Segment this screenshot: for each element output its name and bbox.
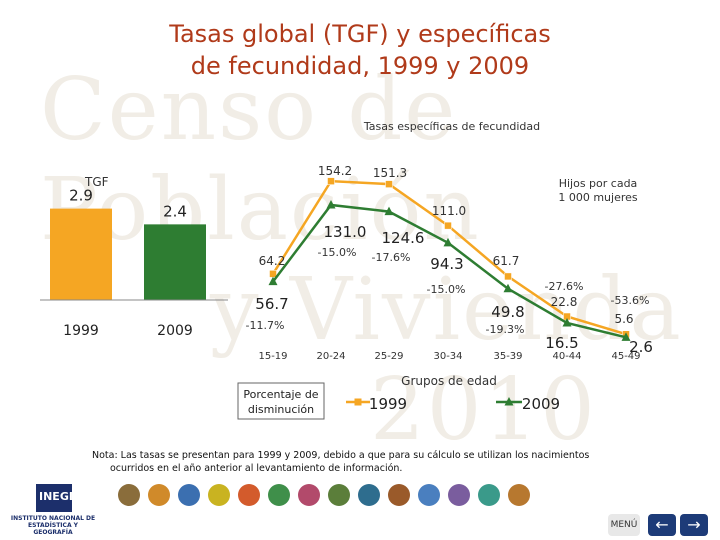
page-title: Tasas global (TGF) y específicas de fecu…	[0, 18, 720, 82]
footnote-line: ocurridos en el año anterior al levantam…	[110, 463, 403, 474]
tgf-bar-value-label: 2.4	[163, 202, 187, 220]
logo-name: INEGI	[39, 490, 73, 503]
series-1999-data-label: 151.3	[373, 166, 407, 180]
series-2009-point	[503, 283, 513, 293]
series-1999-point	[385, 180, 393, 188]
series-1999-data-label: 154.2	[318, 164, 352, 178]
line-chart-subtitle: 1 000 mujeres	[558, 191, 638, 204]
topic-icon[interactable]	[508, 484, 530, 506]
series-2009-point	[268, 276, 278, 286]
legend-2009-label: 2009	[522, 395, 560, 413]
topic-icon[interactable]	[118, 484, 140, 506]
topic-icon[interactable]	[268, 484, 290, 506]
series-2009-point	[562, 318, 572, 327]
x-tick-label: 30-34	[433, 351, 462, 362]
bar-chart-title: TGF	[84, 175, 109, 189]
series-1999-data-label: 111.0	[432, 204, 466, 218]
topic-icon[interactable]	[238, 484, 260, 506]
menu-button[interactable]: MENÚ	[608, 514, 640, 536]
tgf-bar	[50, 208, 112, 300]
percent-decrease-label: -19.3%	[486, 323, 525, 336]
series-1999-point	[504, 272, 512, 281]
line-chart-subtitle: Hijos por cada	[559, 177, 638, 190]
topic-icon[interactable]	[418, 484, 440, 506]
tgf-bar-category-label: 2009	[157, 323, 193, 339]
logo-box	[36, 484, 72, 512]
series-2009-data-label: 131.0	[324, 223, 367, 241]
footnote-line: Nota: Las tasas se presentan para 1999 y…	[92, 450, 590, 461]
topic-icon[interactable]	[388, 484, 410, 506]
tgf-bar-value-label: 2.9	[69, 187, 93, 205]
inegi-logo: INEGI INSTITUTO NACIONAL DE ESTADÍSTICA …	[8, 484, 95, 536]
line-chart-title: Tasas específicas de fecundidad	[363, 120, 540, 133]
series-2009-point	[443, 237, 453, 247]
topic-icon[interactable]	[358, 484, 380, 506]
series-2009-data-label: 49.8	[491, 303, 524, 321]
topic-icon[interactable]	[448, 484, 470, 506]
percent-decrease-label: -15.0%	[427, 283, 466, 296]
x-tick-label: 35-39	[493, 351, 522, 362]
series-2009-data-label: 94.3	[430, 255, 463, 273]
x-tick-label: 40-44	[552, 351, 581, 362]
topic-icon[interactable]	[298, 484, 320, 506]
percent-decrease-key-label: disminución	[248, 403, 314, 416]
topic-icon[interactable]	[148, 484, 170, 506]
percent-decrease-label: -53.6%	[611, 294, 650, 307]
percent-decrease-label: -27.6%	[545, 280, 584, 293]
legend-1999-marker	[354, 398, 362, 406]
percent-decrease-key-box	[237, 382, 325, 420]
tgf-bar	[144, 224, 206, 300]
title-line: Tasas global (TGF) y específicas	[169, 20, 551, 48]
percent-decrease-label: -11.7%	[246, 319, 285, 332]
topic-icon[interactable]	[478, 484, 500, 506]
series-2009-data-label: 56.7	[255, 295, 288, 313]
percent-decrease-key-label: Porcentaje de	[243, 388, 318, 401]
topic-icon[interactable]	[328, 484, 350, 506]
series-1999-data-label: 61.7	[493, 254, 520, 268]
series-1999-point	[444, 221, 452, 230]
series-2009-data-label: 16.5	[545, 334, 578, 352]
series-2009-data-label: 124.6	[382, 229, 425, 247]
percent-decrease-label: -15.0%	[318, 246, 357, 259]
percent-decrease-label: -17.6%	[372, 251, 411, 264]
x-tick-label: 45-49	[611, 351, 640, 362]
series-2009-point	[384, 206, 394, 216]
title-line: de fecundidad, 1999 y 2009	[190, 52, 530, 80]
series-1999-point	[327, 177, 335, 185]
footnote: Nota: Las tasas se presentan para 1999 y…	[92, 449, 612, 475]
series-1999-data-label: 22.8	[551, 295, 578, 309]
legend-1999-label: 1999	[369, 395, 407, 413]
legend-2009-marker	[504, 397, 514, 406]
series-2009-point	[621, 332, 631, 341]
x-axis-title: Grupos de edad	[401, 374, 497, 388]
x-tick-label: 25-29	[374, 351, 403, 362]
series-1999-data-label: 5.6	[614, 312, 633, 326]
series-1999-data-label: 64.2	[259, 254, 286, 268]
topic-icon[interactable]	[208, 484, 230, 506]
logo-subtitle: INSTITUTO NACIONAL DE ESTADÍSTICA Y GEOG…	[10, 515, 96, 536]
x-tick-label: 20-24	[316, 351, 345, 362]
x-tick-label: 15-19	[258, 351, 287, 362]
series-2009-point	[326, 200, 336, 209]
arrow-left-icon[interactable]: ←	[648, 514, 676, 536]
series-2009-data-label: 2.6	[629, 338, 653, 356]
tgf-bar-category-label: 1999	[63, 323, 99, 339]
arrow-right-icon[interactable]: →	[680, 514, 708, 536]
topic-icon[interactable]	[178, 484, 200, 506]
